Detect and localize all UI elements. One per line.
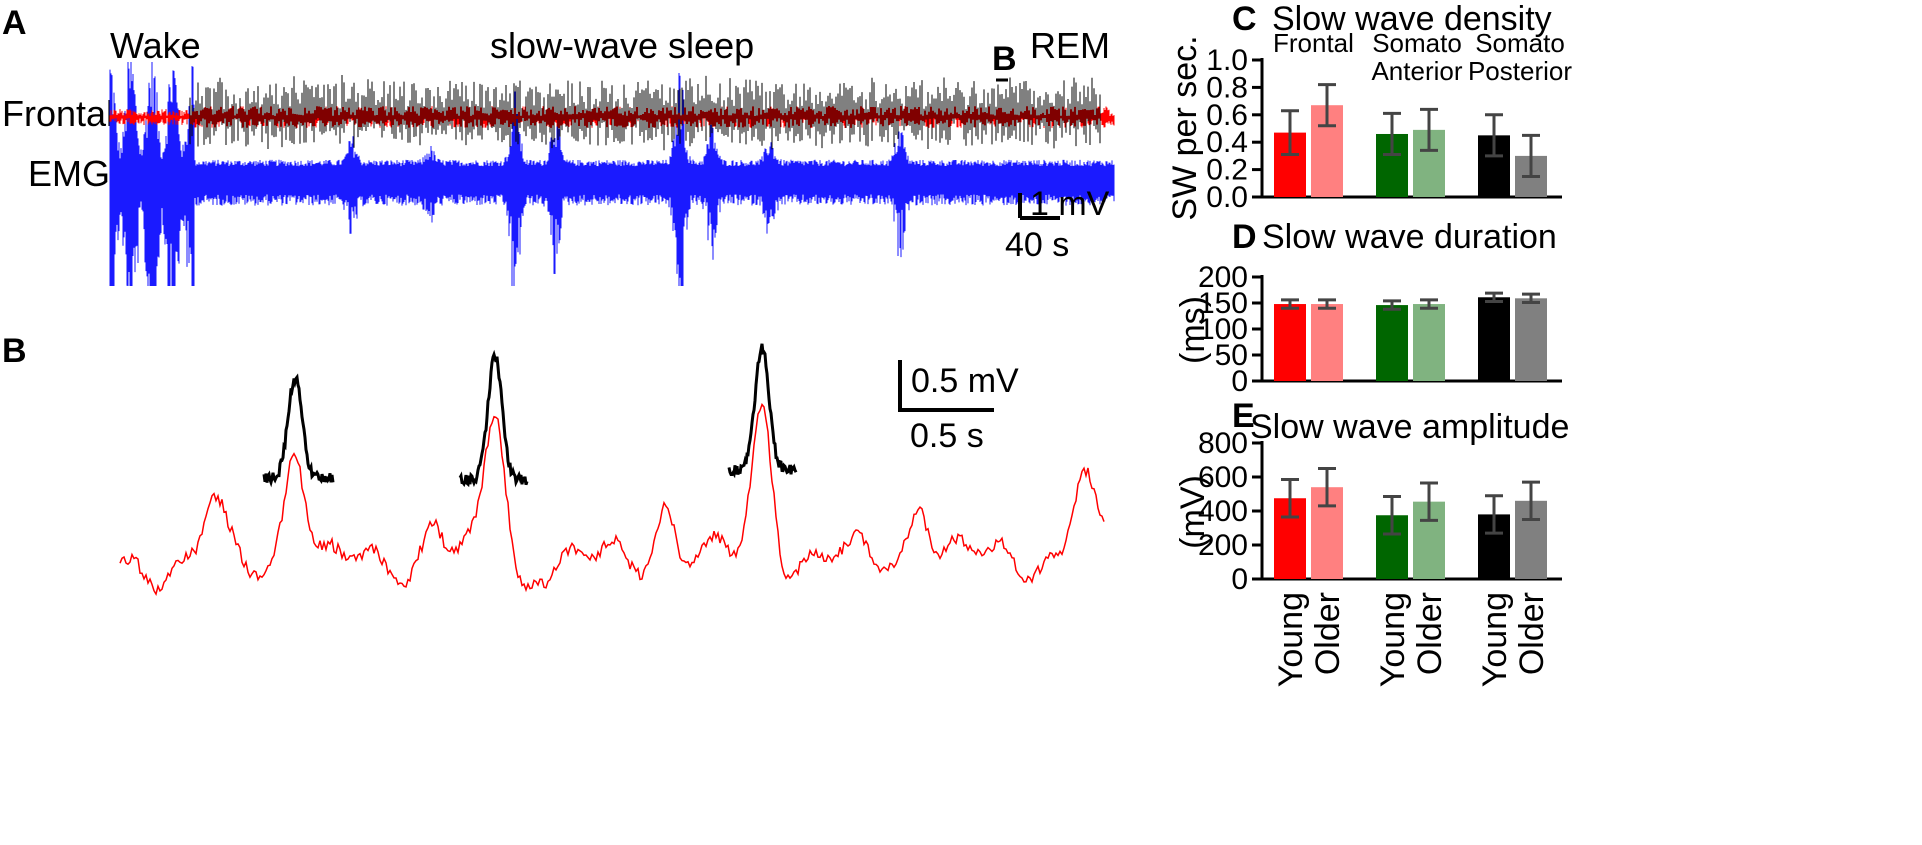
emg-trace <box>109 62 1115 286</box>
error-bar <box>1485 494 1503 535</box>
bar-older-2 <box>1413 304 1445 381</box>
y-tick-label: 200 <box>1198 529 1248 562</box>
error-bar <box>1522 480 1540 521</box>
bar-young-3 <box>1478 297 1510 381</box>
panel-a: A Wake slow-wave sleep REM B Frontal EMG… <box>2 4 1115 286</box>
trace-label-frontal: Frontal <box>2 93 114 134</box>
detected-slow-wave-3 <box>727 343 798 479</box>
chart-title-amplitude: Slow wave amplitude <box>1250 408 1569 446</box>
error-bar <box>1281 298 1299 310</box>
state-label-sws: slow-wave sleep <box>490 25 754 66</box>
error-bar <box>1383 495 1401 536</box>
error-bar <box>1485 291 1503 303</box>
chart-title-density: Slow wave density <box>1272 0 1552 38</box>
detected-slow-wave-2 <box>458 349 529 488</box>
x-axis-category-labels: Young Older Young Older Young Older <box>1272 592 1551 687</box>
panel-letter-a: A <box>2 4 27 42</box>
panel-letter-d: D <box>1232 218 1257 256</box>
bar-young-2 <box>1376 305 1408 381</box>
y-tick-label: 1.0 <box>1206 44 1248 77</box>
frontal-trace-sws <box>189 74 1101 151</box>
y-axis-title-density: SW per sec. <box>1166 35 1204 220</box>
state-label-wake: Wake <box>110 25 201 66</box>
panel-c: C Slow wave density Frontal Somato Anteri… <box>1166 0 1572 221</box>
y-tick-label: 0.0 <box>1206 181 1248 214</box>
error-bar <box>1522 292 1540 304</box>
group-label-somato-anterior: Somato Anterior <box>1371 28 1462 86</box>
scale-label-time-b: 0.5 s <box>910 417 984 455</box>
x-category-label: Older <box>1309 592 1347 675</box>
y-tick-label: 200 <box>1198 261 1248 294</box>
error-bar <box>1383 111 1401 157</box>
x-category-label: Young <box>1272 592 1310 687</box>
error-bar <box>1281 478 1299 519</box>
chart-title-duration: Slow wave duration <box>1262 218 1557 256</box>
x-category-label: Young <box>1374 592 1412 687</box>
scale-label-voltage-b: 0.5 mV <box>911 362 1019 400</box>
y-tick-label: 0.6 <box>1206 99 1248 132</box>
panel-letter-b: B <box>2 332 27 370</box>
panel-b: B 0.5 mV 0.5 s <box>2 332 1105 597</box>
panel-letter-e: E <box>1232 397 1255 435</box>
error-bar <box>1281 109 1299 157</box>
group-label-frontal: Frontal <box>1273 28 1354 58</box>
slow-wave-trace <box>119 402 1105 597</box>
state-label-rem: REM <box>1030 25 1110 66</box>
x-category-label: Older <box>1513 592 1551 675</box>
y-tick-label: 50 <box>1215 339 1248 372</box>
y-tick-label: 800 <box>1198 427 1248 460</box>
detected-slow-wave-1 <box>262 373 335 488</box>
error-bar <box>1485 113 1503 158</box>
error-bar <box>1318 298 1336 310</box>
scale-label-voltage-a: 1 mV <box>1030 185 1110 223</box>
y-tick-label: 0 <box>1231 365 1248 398</box>
inset-marker-b: B <box>992 40 1017 78</box>
error-bar <box>1522 133 1540 178</box>
error-bar <box>1420 481 1438 522</box>
y-axis-title-duration: (ms) <box>1174 296 1212 364</box>
x-category-label: Young <box>1476 592 1514 687</box>
y-axis-title-amplitude: (mV) <box>1174 475 1212 549</box>
y-tick-label: 0.4 <box>1206 126 1248 159</box>
scale-label-time-a: 40 s <box>1005 226 1069 264</box>
error-bar <box>1420 107 1438 152</box>
bar-older-3 <box>1515 298 1547 381</box>
y-tick-label: 0.2 <box>1206 154 1248 187</box>
y-tick-label: 150 <box>1198 287 1248 320</box>
y-tick-label: 0 <box>1231 563 1248 596</box>
x-category-label: Older <box>1411 592 1449 675</box>
error-bar <box>1420 298 1438 310</box>
panel-e: E Slow wave amplitude (mV) 0200400600800… <box>1174 397 1569 687</box>
y-tick-label: 0.8 <box>1206 71 1248 104</box>
error-bar <box>1383 299 1401 311</box>
y-tick-label: 400 <box>1198 495 1248 528</box>
trace-label-emg: EMG <box>28 153 110 194</box>
y-tick-label: 600 <box>1198 461 1248 494</box>
bar-young-1 <box>1274 304 1306 381</box>
bar-older-1 <box>1311 304 1343 381</box>
chart-density: 0.00.20.40.60.81.0 <box>1206 44 1562 214</box>
y-tick-label: 100 <box>1198 313 1248 346</box>
panel-letter-c: C <box>1232 0 1257 38</box>
group-label-somato-posterior: Somato Posterior <box>1468 28 1572 86</box>
error-bar <box>1318 83 1336 128</box>
error-bar <box>1318 467 1336 508</box>
